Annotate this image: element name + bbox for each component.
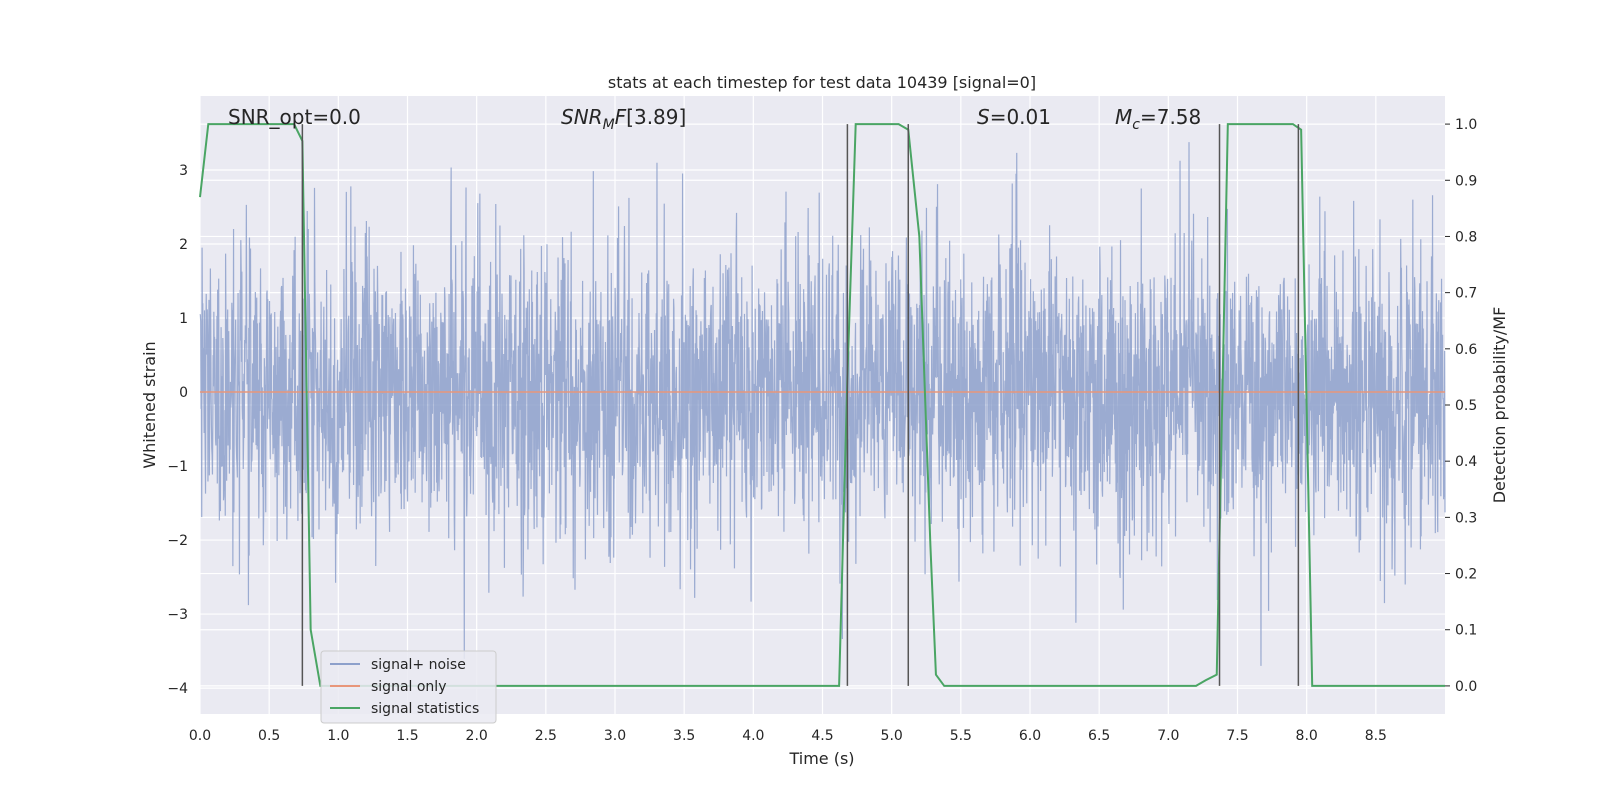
x-tick-label: 1.5	[396, 728, 418, 744]
x-tick-label: 8.5	[1365, 728, 1387, 744]
annotation-snr-mf: SNRMF[3.89]	[561, 105, 686, 133]
x-tick-label: 7.0	[1157, 728, 1179, 744]
legend-label-signal-statistics: signal statistics	[371, 701, 479, 717]
y2-tick-label: 0.5	[1455, 398, 1477, 414]
series-signal-statistics	[199, 123, 1445, 687]
annotation-snr-mf-value: [3.89]	[626, 105, 686, 129]
x-tick-label: 1.0	[327, 728, 349, 744]
y2-axis-label: Detection probability/MF	[1490, 307, 1509, 504]
annotation-s: S=0.01	[977, 105, 1051, 129]
annotation-snr-opt: SNR_opt=0.0	[228, 105, 361, 129]
x-tick-label: 4.0	[742, 728, 764, 744]
x-tick-label: 4.5	[811, 728, 833, 744]
series-layer	[199, 123, 1446, 687]
x-tick-label: 3.0	[604, 728, 626, 744]
x-tick-label: 2.0	[466, 728, 488, 744]
y2-tick-label: 0.1	[1455, 623, 1477, 639]
y2-tick-label: 0.6	[1455, 342, 1477, 358]
x-tick-label: 5.0	[881, 728, 903, 744]
x-tick-label: 6.5	[1088, 728, 1110, 744]
x-tick-label: 0.5	[258, 728, 280, 744]
chart-title: stats at each timestep for test data 104…	[608, 73, 1036, 92]
legend: signal+ noise signal only signal statist…	[320, 650, 497, 724]
x-tick-label: 3.5	[673, 728, 695, 744]
legend-label-signal-noise: signal+ noise	[371, 657, 466, 673]
x-tick-label: 7.5	[1226, 728, 1248, 744]
annotation-mc: Mc=7.58	[1115, 105, 1201, 133]
y-axis-label: Whitened strain	[140, 341, 159, 468]
x-tick-label: 6.0	[1019, 728, 1041, 744]
y-tick-label: 2	[179, 237, 188, 253]
y2-tick-label: 0.2	[1455, 567, 1477, 583]
annotation-mc-value: =7.58	[1140, 105, 1201, 129]
x-tick-label: 0.0	[189, 728, 211, 744]
y2-tick-label: 0.3	[1455, 510, 1477, 526]
legend-box	[320, 650, 497, 724]
legend-label-signal-only: signal only	[371, 679, 446, 695]
tick-labels: 0.0 0.5 1.0 1.5 2.0 2.5 3.0 3.5 4.0 4.5 5.0 5.5 6.0 6…	[167, 117, 1477, 744]
x-axis-label: Time (s)	[788, 749, 854, 768]
y2-tick-label: 0.4	[1455, 454, 1477, 470]
series-signal-noise	[199, 142, 1446, 666]
y2-tick-label: 1.0	[1455, 117, 1477, 133]
y-tick-label: −2	[167, 533, 188, 549]
x-tick-label: 5.5	[950, 728, 972, 744]
y2-tick-label: 0.9	[1455, 173, 1477, 189]
y2-tick-label: 0.0	[1455, 679, 1477, 695]
y-tick-label: −4	[167, 681, 188, 697]
y-tick-label: −1	[167, 459, 188, 475]
y-tick-label: −3	[167, 607, 188, 623]
y-tick-label: 0	[179, 385, 188, 401]
x-tick-label: 2.5	[535, 728, 557, 744]
y-tick-label: 3	[179, 163, 188, 179]
y-tick-label: 1	[179, 311, 188, 327]
vertical-markers	[301, 124, 1300, 686]
y2-tick-label: 0.7	[1455, 286, 1477, 302]
x-tick-label: 8.0	[1296, 728, 1318, 744]
annotation-s-value: =0.01	[990, 105, 1051, 129]
y2-tick-label: 0.8	[1455, 229, 1477, 245]
